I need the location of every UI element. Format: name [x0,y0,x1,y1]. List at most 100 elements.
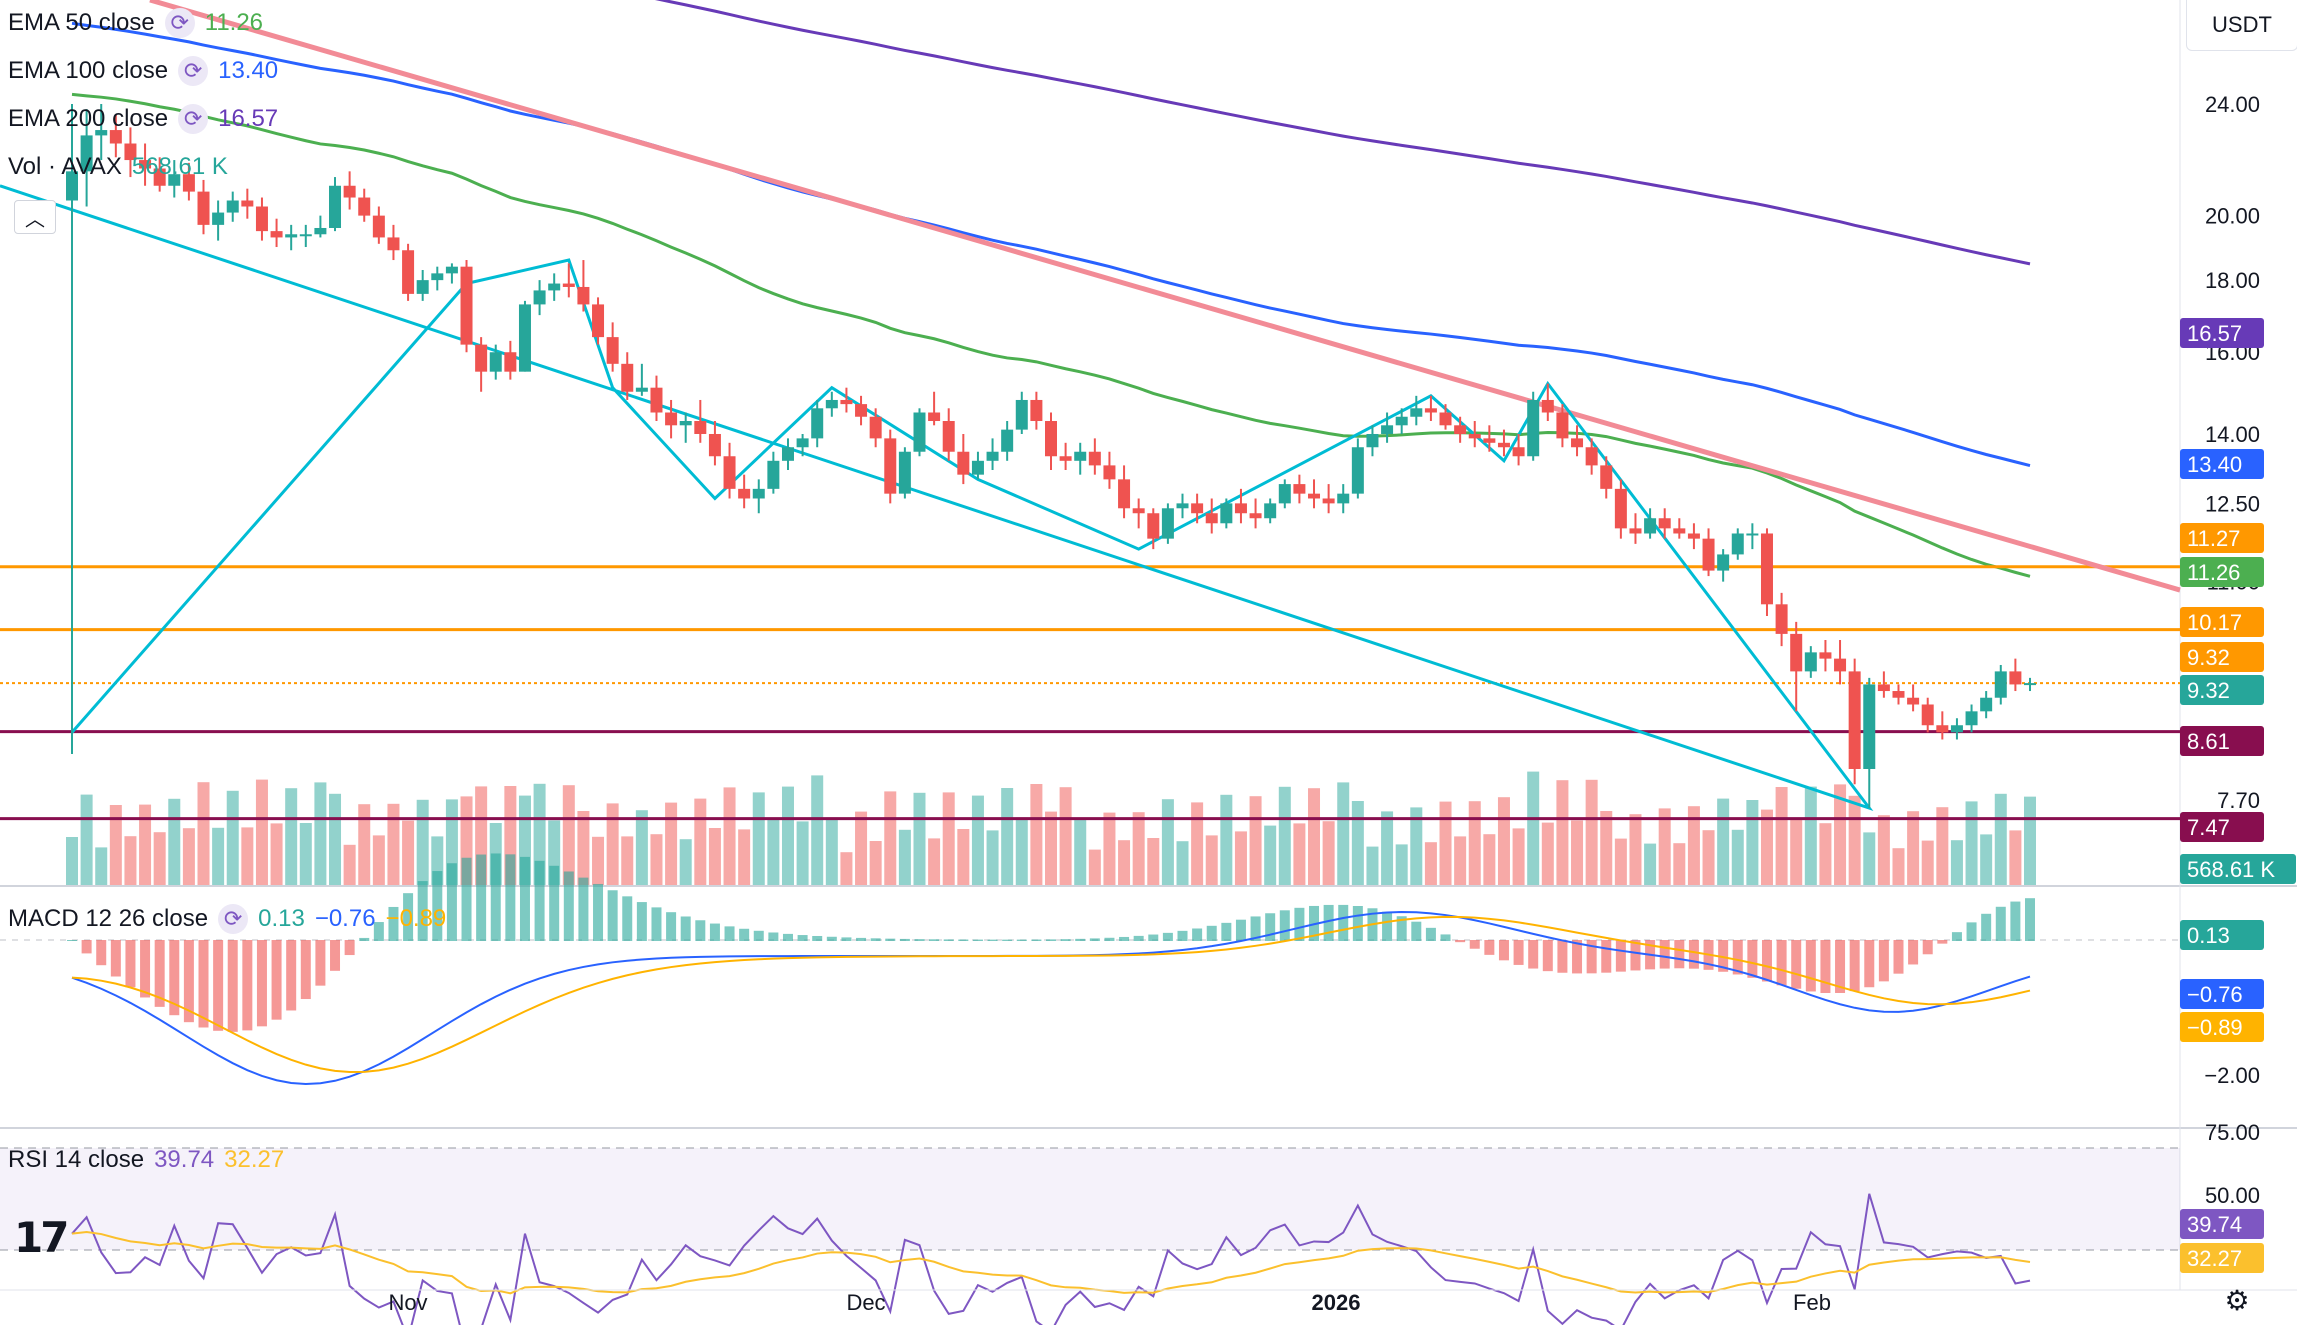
candle-body [855,404,868,417]
candle [139,143,152,186]
legend-ema50-value: 11.26 [204,9,264,36]
settings-gear-icon[interactable]: ⚙ [2224,1285,2250,1316]
candle [168,160,181,198]
refresh-icon[interactable]: ⟳ [178,104,209,134]
rsi-ma-line [71,1231,2031,1295]
candle [1746,523,1759,550]
refresh-icon[interactable]: ⟳ [178,56,209,86]
price-tag: 16.57 [2180,318,2264,348]
candle-body [1366,433,1379,448]
price-tick: 24.00 [2205,92,2260,117]
candle [358,188,371,222]
candle [1687,523,1700,550]
candle [986,438,999,471]
candle [621,352,634,400]
candle [1907,684,1920,712]
candle [928,391,941,426]
candle [1600,456,1613,499]
time-axis[interactable]: Nov Dec 2026 Feb [0,1289,2297,1315]
candle-body [329,185,342,228]
candle [1176,493,1189,519]
candle [1848,658,1861,785]
candle-body [1731,533,1744,555]
macd-histogram-bar [622,896,633,941]
macd-histogram-bar [549,865,560,941]
candle-body [1965,711,1978,726]
macd-histogram-bar [1206,925,1217,941]
candle [796,433,809,457]
legend-macd[interactable]: MACD 12 26 close ⟳ 0.13 −0.76 −0.89 [8,904,446,934]
refresh-icon[interactable]: ⟳ [218,904,249,934]
tradingview-logo[interactable]: 17 [14,1213,69,1262]
rsi-tag: 32.27 [2180,1243,2264,1273]
candle [1717,549,1730,582]
macd-histogram-bar [680,916,691,941]
candle [1673,518,1686,539]
candle-body [1322,498,1335,504]
candle [489,344,502,380]
refresh-icon[interactable]: ⟳ [164,8,195,38]
volume-bar [1045,811,1057,885]
candle-body [1059,456,1072,461]
macd-histogram-bar [125,940,136,988]
candle-body [1892,691,1905,698]
volume-bar [1848,795,1861,885]
volume-bar [621,836,634,885]
candle-body [650,387,663,413]
legend-ema100[interactable]: EMA 100 close ⟳ 13.40 [8,56,278,86]
macd-histogram-bar [797,935,808,941]
macd-histogram-bar [1046,939,1056,941]
candle-body [1921,704,1934,726]
candle-body [168,174,181,186]
candle [504,340,517,380]
macd-histogram-bar [1484,940,1495,955]
candle [1468,421,1481,448]
candle-body [460,266,473,345]
volume-bar [855,811,868,885]
candle-body [1760,533,1773,605]
macd-histogram-bar [271,940,282,1020]
candle [314,215,327,238]
currency-selector[interactable]: USDT [2186,0,2297,51]
macd-histogram-bar [1338,904,1349,941]
candle [1731,528,1744,560]
legend-ema100-value: 13.40 [218,57,279,84]
legend-volume[interactable]: Vol · AVAX 568.61 K [8,153,228,181]
candle-body [723,456,736,489]
macd-histogram-bar [300,940,311,1000]
candle-body [80,135,93,172]
macd-histogram-bar [96,940,107,966]
candle-body [884,438,897,494]
candle-body [1191,503,1204,514]
candle [1950,718,1963,740]
candle [1541,383,1554,422]
candle-body [1205,513,1218,524]
volume-bar [1673,843,1686,885]
macd-histogram-bar [67,940,77,941]
candle-body [1030,399,1043,422]
volume-bar [650,834,663,885]
candle-body [665,412,678,426]
macd-histogram-bar [724,926,735,941]
candle [1819,639,1832,672]
volume-bar [738,829,751,885]
candle [431,266,444,291]
macd-histogram-bar [753,930,764,941]
downtrend-line [149,0,2181,593]
macd-histogram-bar [505,854,516,941]
legend-ema50[interactable]: EMA 50 close ⟳ 11.26 [8,8,263,38]
macd-histogram-bar [1455,940,1466,943]
price-axis[interactable]: 24.0020.0018.0016.0014.0012.5011.007.701… [2180,92,2296,1273]
candle [2009,658,2022,692]
horizontal-levels[interactable] [0,565,2180,821]
macd-histogram-bar [1601,940,1612,973]
candle-body [1439,412,1452,426]
price-tag-text: 11.27 [2187,526,2240,551]
collapse-legend-button[interactable]: ︿ [14,200,56,234]
legend-ema200-label: EMA 200 close [8,105,169,132]
volume-bar [1644,843,1657,885]
legend-rsi[interactable]: RSI 14 close 39.74 32.27 [8,1146,284,1174]
candle [577,260,590,312]
legend-ema200[interactable]: EMA 200 close ⟳ 16.57 [8,104,278,134]
